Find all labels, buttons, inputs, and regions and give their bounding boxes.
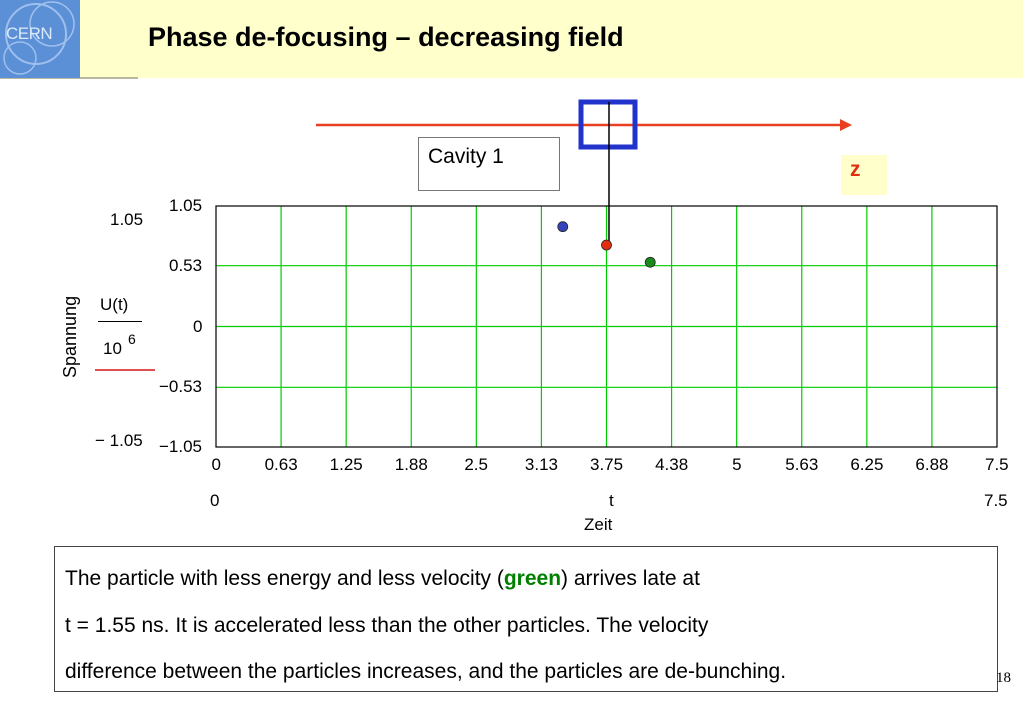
cern-logo: CERN: [0, 0, 80, 78]
description-line-3: difference between the particles increas…: [65, 660, 787, 683]
x-tick-label: 1.88: [394, 455, 428, 474]
x-tick-label: 3.13: [524, 455, 558, 474]
x-tick-label: 6.25: [850, 455, 884, 474]
description-line-1-pre: The particle with less energy and less v…: [65, 567, 504, 590]
z-axis-label: z: [850, 158, 861, 181]
y-tick-label: 1.05: [169, 196, 203, 215]
page-number: 18: [996, 670, 1011, 686]
x-tick-label: 0.63: [264, 455, 298, 474]
data-point: [601, 239, 612, 251]
y-fraction-bar: [98, 321, 142, 322]
y-tick-label: −0.53: [159, 377, 203, 397]
description-box: [54, 546, 998, 692]
data-point: [557, 221, 569, 233]
y-tick-label: 0.53: [169, 255, 203, 275]
y-tick-label: 0: [193, 316, 203, 336]
description-green-word: green: [503, 567, 562, 590]
x-axis-symbol: t: [609, 491, 614, 510]
cavity-label: Cavity 1: [428, 145, 504, 168]
y-axis-label: Spannung: [60, 295, 80, 378]
data-point: [644, 256, 656, 268]
x-range-max: 7.5: [984, 491, 1008, 510]
grid: [216, 206, 997, 447]
x-tick-label: 7.5: [985, 455, 1009, 474]
y-range-max: 1.05: [110, 210, 144, 229]
cavity-box: [418, 137, 560, 191]
red-underline: [95, 369, 155, 371]
z-label-box: [841, 155, 887, 195]
plot-frame: [215, 205, 998, 448]
y-fraction-numerator: U(t): [100, 295, 129, 314]
x-tick-label: 5: [732, 455, 742, 474]
description-line-1: The particle with less energy and less v…: [65, 567, 700, 591]
x-tick-label: 0: [211, 455, 221, 474]
x-tick-label: 3.75: [590, 455, 624, 474]
x-axis-label: Zeit: [584, 515, 613, 534]
x-tick-label: 1.25: [329, 455, 363, 474]
header-rule: [0, 77, 138, 79]
data-points: [557, 221, 656, 268]
y-tick-label: −1.05: [159, 437, 203, 456]
description-line-2: t = 1.55 ns. It is accelerated less than…: [65, 614, 709, 637]
y-fraction-denominator: 10: [103, 339, 122, 358]
header-band: [0, 0, 1023, 78]
logo-text: CERN: [6, 24, 53, 43]
beam-arrow-head: [840, 119, 852, 131]
x-tick-label: 5.63: [785, 455, 819, 474]
page-title: Phase de-focusing – decreasing field: [148, 22, 624, 52]
y-range-min: − 1.05: [95, 431, 143, 450]
probe-box: [578, 99, 638, 150]
description-line-1-post: ) arrives late at: [561, 567, 700, 590]
x-range-min: 0: [210, 491, 220, 510]
x-tick-label: 2.5: [464, 455, 488, 474]
y-fraction-exponent: 6: [128, 331, 136, 347]
cern-logo-rings: [3, 1, 75, 75]
x-tick-label: 4.38: [655, 455, 689, 474]
x-tick-label: 6.88: [915, 455, 949, 474]
